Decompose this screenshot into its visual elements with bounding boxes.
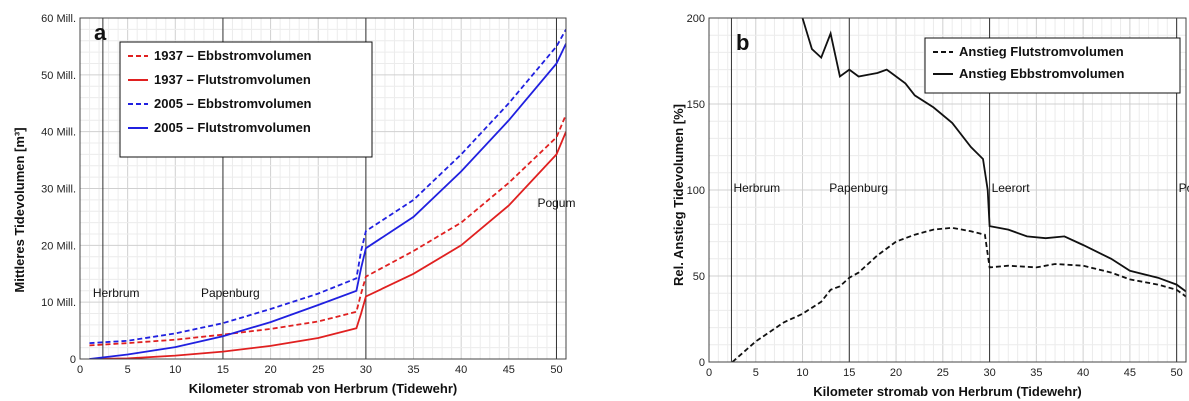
plot-frame <box>79 17 567 360</box>
location-label: Herbrum <box>93 286 140 300</box>
y-tick-label: 60 Mill. <box>41 13 76 25</box>
x-tick-label: 40 <box>1077 367 1089 379</box>
y-tick-label: 20 Mill. <box>41 240 76 252</box>
x-tick-label: 15 <box>843 367 855 379</box>
x-tick-label: 20 <box>264 364 276 376</box>
x-tick-label: 10 <box>169 364 181 376</box>
location-label: Herbrum <box>733 181 780 195</box>
x-tick-label: 50 <box>550 364 562 376</box>
legend-label: Anstieg Flutstromvolumen <box>959 44 1124 59</box>
location-label: Pogum <box>1179 181 1189 195</box>
x-tick-label: 30 <box>983 367 995 379</box>
x-tick-label: 50 <box>1171 367 1183 379</box>
y-tick-label: 50 Mill. <box>41 70 76 82</box>
x-axis-label: Kilometer stromab von Herbrum (Tidewehr) <box>813 384 1081 399</box>
x-tick-label: 0 <box>706 367 712 379</box>
chart-panel-b: 0 5 10 15 20 25 30 35 40 45 50 0 50 100 150 200 Herbrum P… <box>671 13 1189 399</box>
y-tick-label: 40 Mill. <box>41 127 76 139</box>
series-line <box>89 114 566 347</box>
legend-box <box>119 41 373 158</box>
series-line <box>801 18 1186 293</box>
y-tick-label: 150 <box>687 99 705 111</box>
legend-label: 1937 – Flutstromvolumen <box>154 72 311 87</box>
legend-box <box>924 37 1181 94</box>
x-tick-label: 5 <box>125 364 131 376</box>
y-tick-label: 0 <box>699 357 705 369</box>
y-tick-label: 200 <box>687 13 705 25</box>
x-tick-label: 10 <box>796 367 808 379</box>
x-tick-label: 45 <box>503 364 515 376</box>
x-tick-label: 35 <box>1030 367 1042 379</box>
y-tick-label: 0 <box>70 354 76 366</box>
y-tick-label: 30 Mill. <box>41 184 76 196</box>
y-axis-label: Rel. Anstieg Tidevolumen [%] <box>671 104 686 286</box>
x-tick-label: 45 <box>1124 367 1136 379</box>
y-tick-label: 100 <box>687 185 705 197</box>
panel-label: b <box>736 30 749 55</box>
x-axis-label: Kilometer stromab von Herbrum (Tidewehr) <box>189 381 457 396</box>
x-tick-label: 35 <box>407 364 419 376</box>
x-tick-label: 40 <box>455 364 467 376</box>
y-tick-label: 50 <box>693 271 705 283</box>
x-tick-label: 30 <box>360 364 372 376</box>
x-tick-label: 25 <box>312 364 324 376</box>
location-label: Papenburg <box>201 286 260 300</box>
series-line <box>89 131 566 359</box>
series-line <box>89 43 566 359</box>
legend-label: 1937 – Ebbstromvolumen <box>154 48 312 63</box>
x-tick-label: 25 <box>937 367 949 379</box>
y-tick-label: 10 Mill. <box>41 297 76 309</box>
y-axis-label: Mittleres Tidevolumen [m³] <box>12 127 27 292</box>
location-label: Papenburg <box>829 181 888 195</box>
legend-label: 2005 – Ebbstromvolumen <box>154 96 312 111</box>
location-label: Pogum <box>537 196 575 210</box>
x-tick-label: 5 <box>753 367 759 379</box>
x-tick-label: 0 <box>77 364 83 376</box>
location-label: Leerort <box>992 181 1031 195</box>
legend-label: Anstieg Ebbstromvolumen <box>959 66 1124 81</box>
x-tick-label: 20 <box>890 367 902 379</box>
x-tick-label: 15 <box>217 364 229 376</box>
plot-frame <box>708 17 1187 363</box>
series-line <box>89 28 566 344</box>
chart-panel-a: 0 5 10 15 20 25 30 35 40 45 50 0 10 Mill. 20 Mill. 30 … <box>12 13 575 396</box>
panel-label: a <box>94 20 107 45</box>
legend-label: 2005 – Flutstromvolumen <box>154 120 311 135</box>
